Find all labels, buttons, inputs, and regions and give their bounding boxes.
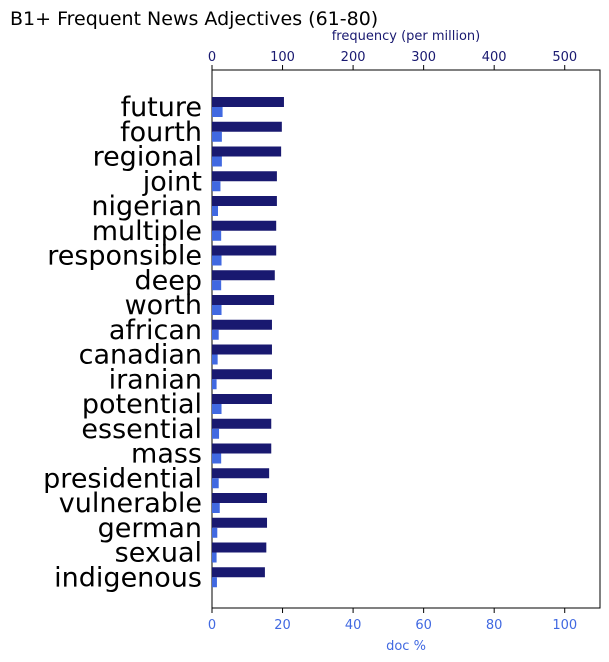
bottom-tick-label: 80	[486, 618, 503, 633]
top-tick-label: 0	[208, 50, 216, 65]
frequency-bar-vulnerable	[212, 493, 268, 503]
category-label-future: future	[121, 92, 202, 123]
doc-pct-bars	[212, 107, 223, 588]
bottom-tick-label: 0	[208, 618, 216, 633]
category-label-mass: mass	[131, 439, 202, 470]
category-label-deep: deep	[135, 265, 203, 296]
doc-pct-bar-african	[212, 329, 219, 340]
category-label-canadian: canadian	[79, 340, 202, 371]
bottom-tick-label: 20	[274, 618, 291, 633]
category-label-potential: potential	[82, 389, 202, 420]
frequency-bar-multiple	[212, 220, 277, 231]
doc-pct-bar-mass	[212, 453, 222, 464]
doc-pct-bar-indigenous	[212, 577, 217, 588]
frequency-bar-future	[212, 97, 284, 107]
category-label-iranian: iranian	[109, 364, 202, 395]
category-label-vulnerable: vulnerable	[59, 488, 202, 519]
doc-pct-bar-nigerian	[212, 206, 218, 216]
doc-pct-bar-joint	[212, 181, 221, 192]
category-label-joint: joint	[142, 166, 202, 197]
frequency-bars	[212, 97, 284, 578]
bottom-x-axis: 0 20 40 60 80 100	[208, 608, 577, 633]
top-tick-label: 300	[411, 50, 436, 65]
bottom-x-axis-label: doc %	[386, 639, 426, 654]
top-x-axis-label: frequency (per million)	[332, 29, 481, 44]
category-label-indigenous: indigenous	[54, 562, 202, 593]
doc-pct-bar-german	[212, 527, 218, 538]
doc-pct-bar-iranian	[212, 379, 217, 390]
frequency-bar-nigerian	[212, 196, 277, 206]
frequency-bar-deep	[212, 270, 275, 281]
top-x-axis: 0 100 200 300 400 500	[208, 50, 577, 70]
bottom-tick-label: 60	[415, 618, 432, 633]
frequency-bar-potential	[212, 394, 272, 404]
top-tick-label: 100	[270, 50, 295, 65]
doc-pct-bar-canadian	[212, 354, 218, 365]
category-label-regional: regional	[93, 142, 202, 173]
frequency-bar-joint	[212, 171, 277, 182]
category-label-worth: worth	[125, 290, 202, 321]
frequency-bar-fourth	[212, 121, 282, 132]
frequency-bar-german	[212, 517, 268, 528]
category-label-sexual: sexual	[115, 538, 202, 569]
top-tick-label: 400	[482, 50, 507, 65]
frequency-bar-mass	[212, 443, 272, 454]
chart-title: B1+ Frequent News Adjectives (61-80)	[10, 8, 378, 30]
doc-pct-bar-multiple	[212, 230, 222, 241]
doc-pct-bar-fourth	[212, 131, 222, 142]
frequency-bar-african	[212, 319, 272, 330]
frequency-bar-regional	[212, 146, 282, 157]
doc-pct-bar-presidential	[212, 478, 219, 489]
bottom-tick-label: 40	[345, 618, 362, 633]
bottom-tick-label: 100	[552, 618, 577, 633]
doc-pct-bar-future	[212, 107, 223, 117]
category-label-nigerian: nigerian	[91, 191, 202, 222]
category-labels: futurefourthregionaljointnigerianmultipl…	[43, 92, 202, 593]
doc-pct-bar-deep	[212, 280, 222, 291]
doc-pct-bar-responsible	[212, 255, 222, 266]
top-tick-label: 200	[341, 50, 366, 65]
category-label-multiple: multiple	[92, 216, 202, 247]
frequency-bar-essential	[212, 418, 272, 429]
frequency-bar-iranian	[212, 369, 272, 380]
category-label-fourth: fourth	[120, 117, 202, 148]
doc-pct-bar-sexual	[212, 552, 217, 563]
doc-pct-bar-worth	[212, 305, 222, 315]
category-label-german: german	[98, 513, 202, 544]
category-label-responsible: responsible	[47, 241, 202, 272]
category-label-presidential: presidential	[43, 463, 202, 494]
top-tick-label: 500	[552, 50, 577, 65]
doc-pct-bar-potential	[212, 404, 222, 414]
frequency-bar-sexual	[212, 542, 267, 553]
doc-pct-bar-regional	[212, 156, 222, 167]
doc-pct-bar-vulnerable	[212, 503, 220, 513]
frequency-bar-indigenous	[212, 567, 265, 578]
doc-pct-bar-essential	[212, 428, 220, 439]
category-label-african: african	[109, 315, 202, 346]
category-label-essential: essential	[81, 414, 202, 445]
frequency-bar-worth	[212, 295, 275, 305]
frequency-bar-presidential	[212, 468, 270, 479]
frequency-bar-responsible	[212, 245, 277, 256]
frequency-bar-canadian	[212, 344, 272, 355]
